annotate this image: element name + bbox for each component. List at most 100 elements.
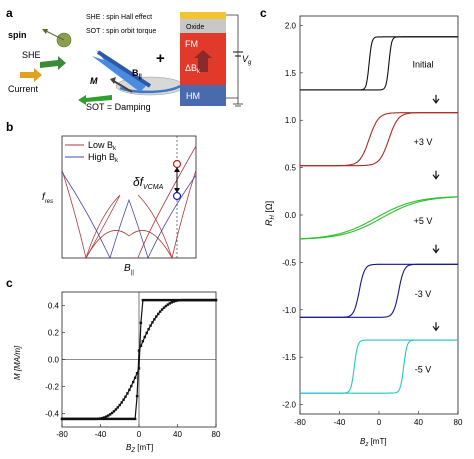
b-par-label: B|| [132, 68, 142, 80]
curve-low-bk [61, 169, 121, 260]
mh-point [210, 298, 214, 302]
mh-point [158, 298, 162, 302]
mh-point [158, 310, 162, 313]
mh-point [103, 417, 106, 421]
mh-point [124, 417, 127, 421]
mh-point [164, 304, 168, 308]
mh-point [151, 321, 154, 324]
rh-ytick-label: 0.5 [285, 164, 297, 173]
rh-sequence-arrow [432, 94, 440, 104]
mh-point [101, 417, 104, 421]
mh-point [128, 417, 131, 421]
mh-point [72, 417, 75, 421]
curve-low-bk-mid [85, 230, 173, 259]
mh-point [189, 298, 193, 302]
delta-label: δfVCMA [133, 175, 164, 191]
mh-point [145, 331, 148, 335]
mh-point [212, 298, 216, 302]
mh-ticks: -80 -40 0 40 80 0.4 0.2 0.0 -0.2 -0.4 [45, 302, 221, 440]
m-label: M [90, 76, 98, 86]
mh-point [91, 417, 94, 421]
mh-point [107, 414, 110, 417]
mh-point [166, 298, 170, 302]
mh-point [130, 417, 133, 421]
rh-ytick-label: 1.0 [285, 116, 297, 125]
mh-xtick-label: 0 [137, 430, 142, 439]
mh-point [157, 312, 160, 316]
mh-point [193, 298, 197, 302]
mh-point [143, 298, 146, 302]
magnetization-arrow [92, 50, 146, 92]
mh-point [87, 417, 91, 421]
mh-point [68, 417, 71, 421]
mh-point [149, 324, 152, 327]
rh-sequence-arrow [432, 170, 440, 180]
mh-point [135, 372, 139, 375]
rh-curve-4-up [300, 339, 458, 394]
mh-point [112, 417, 116, 421]
rh-curve-1-down [300, 112, 458, 167]
rh-series-label: -5 V [415, 365, 432, 375]
legend-low: Low Bk [88, 140, 117, 152]
marker-low [172, 159, 182, 169]
mh-point [110, 417, 114, 421]
rh-curve-3-up [300, 263, 458, 318]
mh-point [147, 327, 150, 331]
mh-point [151, 298, 154, 302]
sot-damping-label: SOT = Damping [86, 102, 151, 112]
mh-point [93, 417, 96, 421]
mh-point [162, 306, 166, 309]
sot-arrow [78, 95, 112, 105]
mh-point [83, 417, 87, 421]
mh-point [132, 380, 135, 384]
mh-point [120, 401, 123, 404]
panel-b-letter: b [6, 120, 13, 134]
rh-xtick-label: 80 [454, 418, 463, 427]
mh-point [126, 392, 129, 395]
mh-point [172, 298, 175, 302]
mh-xtick-label: -80 [56, 430, 68, 439]
mh-point [133, 417, 137, 421]
mh-point [110, 411, 114, 415]
mh-point [153, 298, 156, 302]
rh-ylabel: RH [Ω] [264, 201, 276, 226]
mh-point [172, 300, 175, 303]
mh-point [155, 298, 158, 302]
mh-point [105, 417, 108, 421]
mh-point [147, 298, 150, 302]
mh-point [62, 417, 66, 421]
rh-xlabel: Bz [mT] [360, 437, 387, 448]
mh-point [187, 298, 191, 302]
mh-point [116, 406, 120, 409]
mh-point [143, 335, 146, 339]
panel-a: a spin SHE Current M B|| SOT = Damping S… [6, 6, 252, 112]
current-label: Current [8, 84, 39, 94]
rh-ytick-label: 0.0 [285, 211, 297, 220]
current-arrow [20, 68, 42, 82]
mh-point [107, 417, 110, 421]
mh-point [105, 415, 108, 418]
stack-hm: HM [186, 91, 200, 101]
vg-label: Vg [242, 54, 252, 66]
mh-point [207, 298, 210, 302]
panel-b-frame [61, 135, 197, 259]
curve-high-bk [61, 171, 197, 260]
legend-high: High Bk [88, 152, 119, 164]
mh-point [160, 308, 164, 311]
mh-point [203, 298, 206, 302]
mh-point [122, 398, 125, 401]
rh-series-label: +3 V [414, 137, 433, 147]
rh-series-labels: Initial +3 V +5 V -3 V -5 V [412, 59, 440, 375]
mh-point [60, 417, 64, 421]
mh-point [126, 417, 129, 421]
mh-point [139, 344, 143, 347]
mh-xlabel: BZ [mT] [126, 443, 153, 454]
mh-point [85, 417, 89, 421]
mh-point [74, 417, 77, 421]
mh-point [66, 417, 69, 421]
mh-ytick-label: -0.2 [45, 383, 59, 392]
rh-sequence-arrow [432, 322, 440, 332]
mh-point [132, 417, 135, 421]
